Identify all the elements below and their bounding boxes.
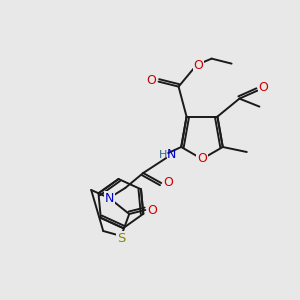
Text: N: N <box>167 148 176 161</box>
Text: O: O <box>147 203 157 217</box>
Text: O: O <box>163 176 173 190</box>
Text: O: O <box>194 59 203 72</box>
Text: H: H <box>159 150 167 160</box>
Text: N: N <box>104 191 114 205</box>
Text: O: O <box>147 74 157 87</box>
Text: O: O <box>197 152 207 166</box>
Text: O: O <box>259 81 269 94</box>
Text: S: S <box>117 232 125 244</box>
